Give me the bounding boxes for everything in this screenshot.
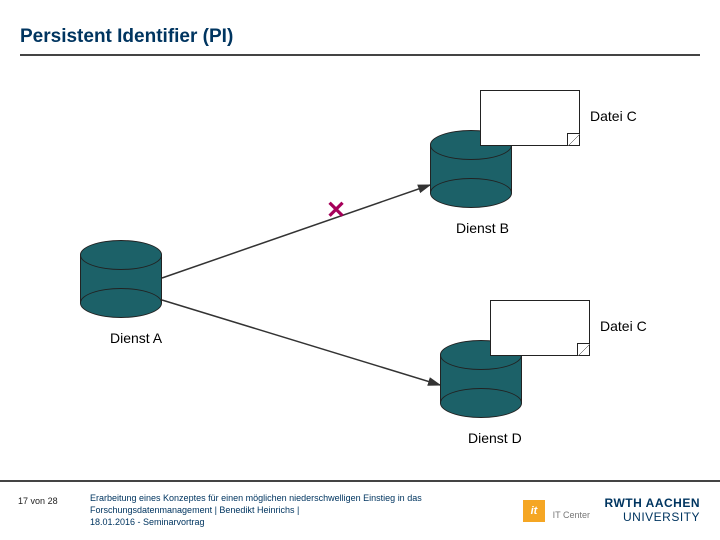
footer-line3: 18.01.2016 - Seminarvortrag [90,516,422,528]
cylinder-top [80,240,162,270]
cross-icon: ✕ [326,196,346,225]
file-note-0 [480,90,580,146]
page-number: 17 von 28 [18,496,58,506]
edge-1 [162,300,440,385]
page-sep: von [31,496,46,506]
footer-line2: Forschungsdatenmanagement | Benedikt Hei… [90,504,422,516]
cylinder-bottom [440,388,522,418]
edge-0 [162,185,430,278]
slide-title: Persistent Identifier (PI) [20,26,700,48]
page-current: 17 [18,496,28,506]
footer: 17 von 28 Erarbeitung eines Konzeptes fü… [0,480,720,540]
cylinder-a [80,240,162,318]
cylinder-label-d: Dienst D [468,430,522,446]
file-label-0: Datei C [590,108,637,124]
footer-line1: Erarbeitung eines Konzeptes für einen mö… [90,492,422,504]
title-rule [20,54,700,56]
it-center-label: IT Center [553,510,590,520]
cylinder-label-a: Dienst A [110,330,162,346]
cylinder-bottom [80,288,162,318]
slide: Persistent Identifier (PI) Dienst ADiens… [0,0,720,540]
page-total: 28 [48,496,58,506]
file-note-1 [490,300,590,356]
it-icon-text: it [531,505,538,517]
cylinder-label-b: Dienst B [456,220,509,236]
diagram-area: Dienst A Dienst B Dienst D Datei C Datei C ✕ [0,60,720,470]
cylinder-bottom [430,178,512,208]
rwth-logo-bottom: UNIVERSITY [623,510,700,524]
it-center-icon: it [523,500,545,522]
footer-text: Erarbeitung eines Konzeptes für einen mö… [90,492,422,528]
file-label-1: Datei C [600,318,647,334]
rwth-logo-top: RWTH AACHEN [605,496,701,510]
title-block: Persistent Identifier (PI) [20,26,700,56]
